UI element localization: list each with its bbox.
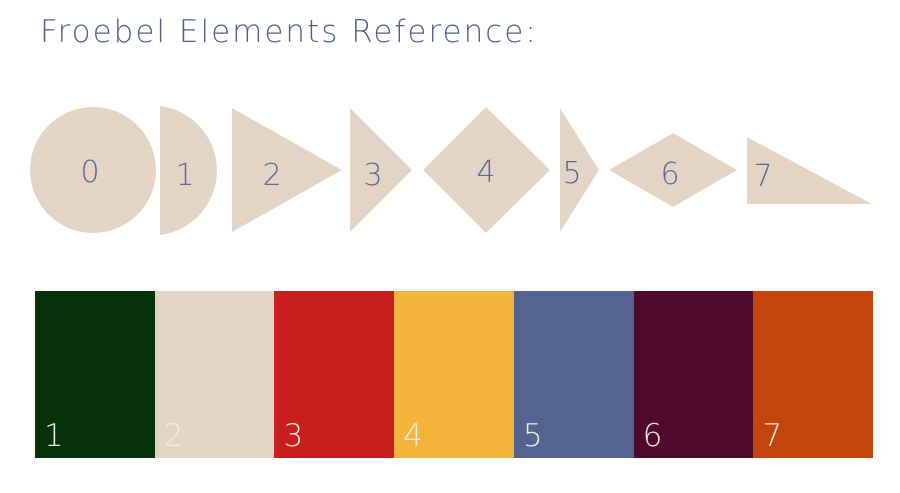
square-diamond-icon [423,107,550,233]
swatch: 7 [753,291,874,458]
swatch-label: 6 [642,418,663,454]
element-label: 7 [753,159,772,194]
triangle-icon [232,108,342,232]
right-triangle-icon [747,137,872,204]
element-1: 1 [160,106,217,235]
element-label: 4 [476,155,495,190]
narrow-triangle-icon [350,108,412,232]
swatch: 3 [274,291,395,458]
element-label: 3 [363,158,382,193]
swatch: 2 [154,291,275,458]
swatch-label: 7 [762,418,783,454]
element-label: 6 [660,157,679,192]
color-swatches: 1 2 3 4 5 6 7 [35,291,874,458]
swatch: 4 [394,291,514,458]
element-label: 0 [80,155,99,190]
circle-icon [30,107,156,233]
element-5: 5 [560,108,599,232]
swatch-label: 2 [163,418,184,454]
flat-rhombus-icon [609,133,737,207]
swatch: 6 [633,291,754,458]
swatch-label: 1 [44,418,64,454]
swatch-label: 4 [403,418,423,454]
element-label: 2 [262,158,281,193]
swatch-label: 3 [283,418,304,454]
swatch-label: 5 [522,418,543,454]
thin-triangle-icon [560,108,599,232]
element-2: 2 [232,108,342,232]
element-6: 6 [609,133,737,207]
half-circle-icon [160,106,217,235]
swatch: 1 [35,291,155,458]
element-0: 0 [30,107,156,233]
element-3: 3 [350,108,412,232]
element-label: 1 [175,158,194,193]
page-title: Froebel Elements Reference: [40,14,538,50]
element-7: 7 [747,137,872,204]
element-4: 4 [423,107,550,233]
swatch: 5 [513,291,634,458]
element-label: 5 [562,156,581,191]
